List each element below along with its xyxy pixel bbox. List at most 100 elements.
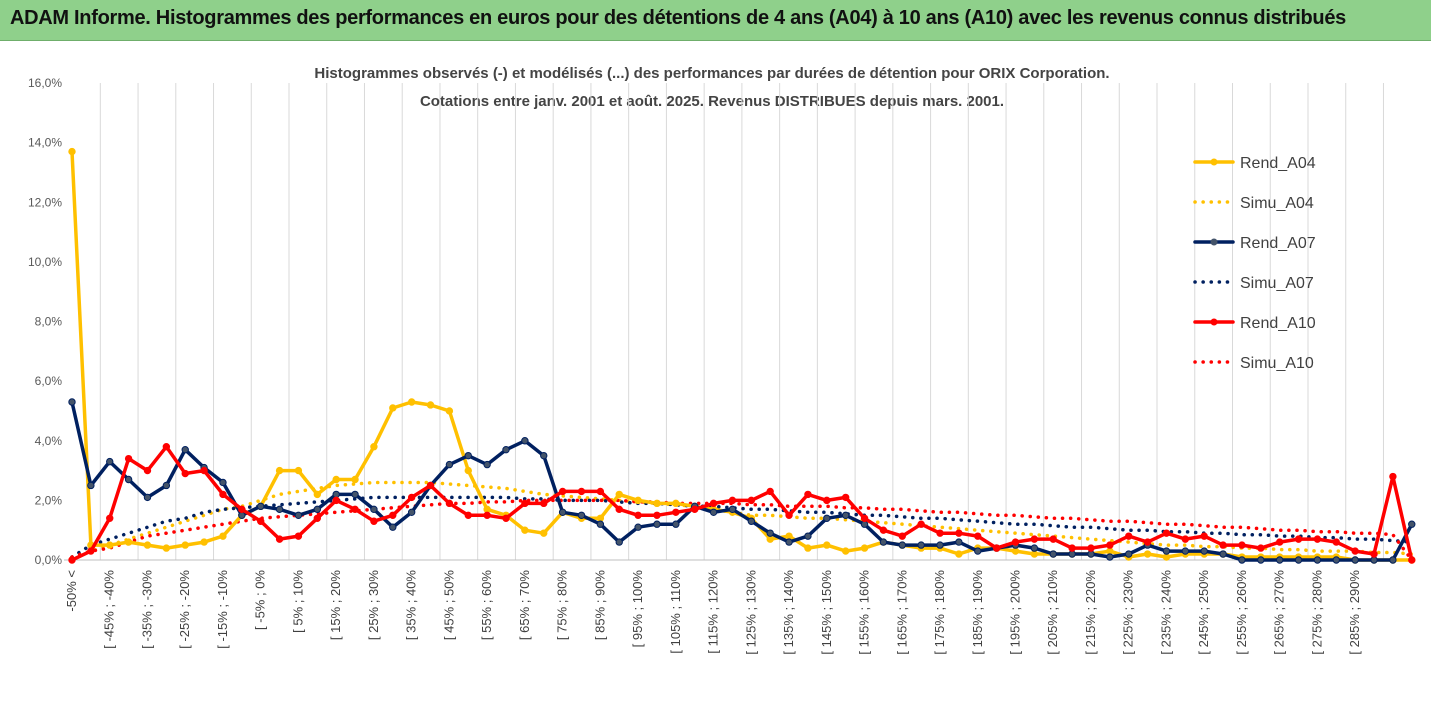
data-point-rend_a10 bbox=[1200, 532, 1208, 540]
report-banner: ADAM Informe. Histogrammes des performan… bbox=[0, 0, 1431, 41]
series-lines bbox=[68, 147, 1416, 564]
x-tick-label: -50% < bbox=[64, 570, 79, 612]
data-point-rend_a07 bbox=[879, 538, 888, 546]
data-point-rend_a04 bbox=[785, 532, 793, 540]
x-tick-label: [ 255% ; 260% bbox=[1234, 570, 1249, 655]
data-point-rend_a04 bbox=[823, 541, 831, 549]
data-point-rend_a10 bbox=[106, 514, 114, 522]
x-tick-label: [ 105% ; 110% bbox=[668, 570, 683, 654]
y-tick-label: 4,0% bbox=[35, 434, 63, 448]
data-point-rend_a04 bbox=[294, 466, 303, 475]
legend-label-simu_a10: Simu_A10 bbox=[1240, 355, 1314, 372]
data-point-rend_a10 bbox=[1389, 472, 1397, 481]
data-point-rend_a04 bbox=[596, 514, 605, 522]
data-point-rend_a04 bbox=[1162, 553, 1171, 561]
legend: Rend_A04 Simu_A04 Rend_A07 Simu_A07 Rend_A10… bbox=[1193, 155, 1316, 372]
y-tick-label: 8,0% bbox=[35, 315, 63, 329]
data-point-rend_a10 bbox=[691, 505, 699, 514]
data-point-rend_a04 bbox=[275, 466, 284, 475]
data-point-rend_a07 bbox=[1181, 547, 1190, 555]
data-point-rend_a04 bbox=[804, 544, 812, 552]
data-point-rend_a10 bbox=[1049, 535, 1057, 543]
data-point-rend_a04 bbox=[370, 443, 378, 451]
data-point-rend_a07 bbox=[162, 481, 171, 490]
data-point-rend_a10 bbox=[577, 487, 586, 496]
x-tick-label: [ 285% ; 290% bbox=[1347, 570, 1362, 655]
data-point-rend_a04 bbox=[841, 547, 850, 555]
x-tick-label: [ 195% ; 200% bbox=[1008, 570, 1023, 655]
data-point-rend_a07 bbox=[238, 511, 246, 519]
chart-subtitle: Cotations entre janv. 2001 et août. 2025… bbox=[420, 93, 1004, 110]
data-point-rend_a07 bbox=[1370, 556, 1378, 564]
data-point-rend_a04 bbox=[653, 499, 661, 508]
data-point-rend_a10 bbox=[785, 511, 793, 519]
data-point-rend_a04 bbox=[672, 499, 680, 508]
data-point-rend_a04 bbox=[332, 475, 340, 484]
data-point-rend_a10 bbox=[521, 499, 529, 508]
data-point-rend_a04 bbox=[1106, 547, 1114, 555]
data-point-rend_a07 bbox=[143, 493, 152, 502]
data-point-rend_a07 bbox=[860, 520, 869, 528]
data-point-rend_a10 bbox=[823, 496, 831, 505]
data-point-rend_a07 bbox=[1238, 556, 1246, 564]
data-point-rend_a07 bbox=[68, 398, 76, 406]
x-tick-label: [ 75% ; 80% bbox=[555, 570, 570, 641]
x-tick-label: [ 135% ; 140% bbox=[781, 570, 796, 655]
data-point-rend_a04 bbox=[1030, 550, 1039, 558]
data-point-rend_a07 bbox=[1125, 550, 1133, 558]
legend-label-rend_a10: Rend_A10 bbox=[1240, 315, 1316, 332]
data-point-rend_a04 bbox=[426, 401, 435, 409]
data-point-rend_a07 bbox=[1200, 547, 1208, 555]
data-point-rend_a10 bbox=[162, 443, 171, 451]
data-point-rend_a07 bbox=[558, 508, 567, 516]
data-point-rend_a04 bbox=[351, 475, 359, 484]
x-tick-label: [ -25% ; -20% bbox=[177, 570, 192, 649]
data-point-rend_a07 bbox=[257, 502, 265, 511]
data-point-rend_a07 bbox=[1275, 556, 1284, 564]
data-point-rend_a07 bbox=[747, 517, 756, 525]
x-tick-label: [ 95% ; 100% bbox=[630, 570, 645, 648]
data-point-rend_a10 bbox=[332, 496, 340, 505]
data-point-rend_a04 bbox=[1011, 547, 1020, 555]
data-point-rend_a10 bbox=[1087, 544, 1095, 552]
data-point-rend_a10 bbox=[1143, 538, 1152, 546]
data-point-rend_a10 bbox=[143, 466, 152, 475]
data-point-rend_a10 bbox=[389, 511, 397, 519]
data-point-rend_a10 bbox=[257, 517, 265, 525]
data-point-rend_a10 bbox=[181, 469, 189, 478]
data-point-rend_a04 bbox=[464, 466, 472, 475]
y-tick-label: 10,0% bbox=[28, 255, 62, 269]
x-tick-label: [ 175% ; 180% bbox=[932, 570, 947, 655]
x-tick-label: [ 65% ; 70% bbox=[517, 570, 532, 641]
data-point-rend_a07 bbox=[87, 481, 95, 490]
data-point-rend_a07 bbox=[370, 505, 378, 514]
data-point-rend_a04 bbox=[407, 398, 416, 406]
legend-marker-rend_a04 bbox=[1210, 158, 1218, 166]
data-point-rend_a07 bbox=[407, 508, 416, 516]
data-point-rend_a07 bbox=[445, 460, 454, 469]
data-point-rend_a10 bbox=[615, 505, 623, 514]
data-point-rend_a10 bbox=[1030, 535, 1039, 543]
data-point-rend_a10 bbox=[464, 511, 472, 519]
x-tick-label: [ 85% ; 90% bbox=[592, 570, 607, 641]
data-point-rend_a10 bbox=[653, 511, 661, 519]
y-tick-label: 16,0% bbox=[28, 76, 62, 90]
data-point-rend_a04 bbox=[955, 550, 963, 558]
data-point-rend_a10 bbox=[936, 529, 944, 537]
data-point-rend_a07 bbox=[785, 538, 793, 546]
x-tick-label: [ 15% ; 20% bbox=[328, 570, 343, 641]
x-tick-label: [ 145% ; 150% bbox=[819, 570, 834, 655]
data-point-rend_a04 bbox=[389, 404, 397, 412]
data-point-rend_a10 bbox=[1219, 541, 1227, 549]
x-tick-label: [ -15% ; -10% bbox=[215, 570, 230, 649]
legend-marker-rend_a07 bbox=[1210, 238, 1218, 246]
data-point-rend_a10 bbox=[124, 454, 133, 463]
data-point-rend_a10 bbox=[200, 466, 208, 475]
data-point-rend_a10 bbox=[370, 517, 378, 525]
performance-histogram-chart: Histogrammes observés (-) et modélisés (… bbox=[28, 65, 1416, 655]
data-point-rend_a07 bbox=[1257, 556, 1265, 564]
data-point-rend_a04 bbox=[162, 544, 171, 552]
x-tick-label: [ 35% ; 40% bbox=[404, 570, 419, 641]
data-point-rend_a07 bbox=[1162, 547, 1171, 555]
data-point-rend_a07 bbox=[653, 520, 661, 528]
